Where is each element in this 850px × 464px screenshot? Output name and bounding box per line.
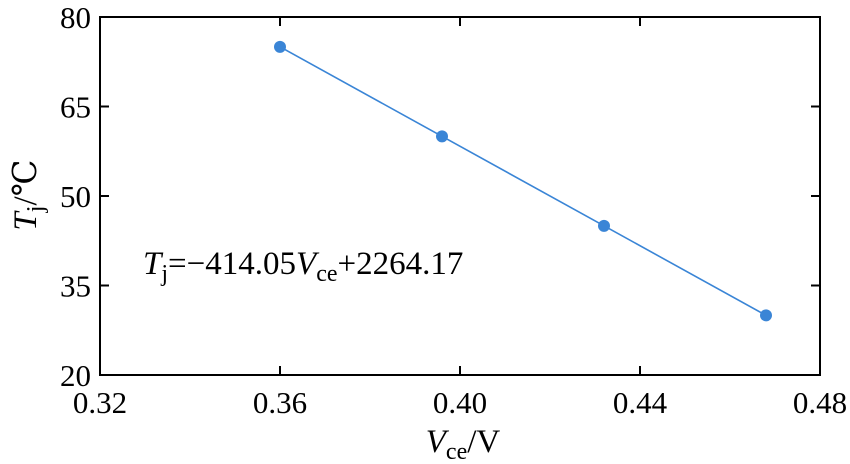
x-tick-label: 0.36	[253, 385, 307, 420]
y-axis-label-subscript: j	[23, 206, 49, 214]
equation-var-subscript: ce	[316, 261, 337, 287]
x-tick-label: 0.40	[433, 385, 487, 420]
y-tick-label: 80	[60, 0, 91, 35]
x-tick-label: 0.48	[793, 385, 847, 420]
y-axis-ticks: 20 35 50 65 80	[60, 0, 820, 393]
equation-intercept: +2264.17	[338, 246, 464, 282]
x-axis-label-unit: /V	[467, 424, 500, 460]
equation-lhs-symbol: T	[143, 246, 164, 282]
equation-coefficient: =−414.05	[168, 246, 296, 282]
x-axis-label: Vce/V	[426, 424, 501, 464]
series-layer	[274, 40, 772, 322]
y-tick-label: 35	[60, 269, 91, 304]
series-line	[279, 46, 767, 317]
equation-lhs-subscript: j	[160, 261, 168, 287]
x-tick-label: 0.32	[73, 385, 127, 420]
data-point	[598, 219, 610, 232]
data-point	[760, 309, 772, 322]
regression-equation: Tj=−414.05Vce+2264.17	[143, 246, 463, 287]
y-axis-label: Tj/℃	[8, 159, 49, 230]
x-axis-label-symbol: V	[426, 424, 450, 460]
x-axis-ticks: 0.32 0.36 0.40 0.44 0.48	[73, 17, 847, 420]
equation-var-symbol: V	[296, 246, 320, 282]
y-tick-label: 50	[60, 179, 91, 214]
y-tick-label: 20	[60, 358, 91, 393]
plot-frame	[99, 16, 821, 376]
data-point	[436, 130, 448, 143]
y-axis-label-unit: /℃	[8, 159, 44, 205]
x-tick-label: 0.44	[613, 385, 668, 420]
x-axis-label-subscript: ce	[446, 439, 467, 464]
y-axis-label-symbol: T	[8, 210, 44, 231]
data-point	[274, 40, 286, 53]
y-tick-label: 65	[60, 90, 91, 125]
